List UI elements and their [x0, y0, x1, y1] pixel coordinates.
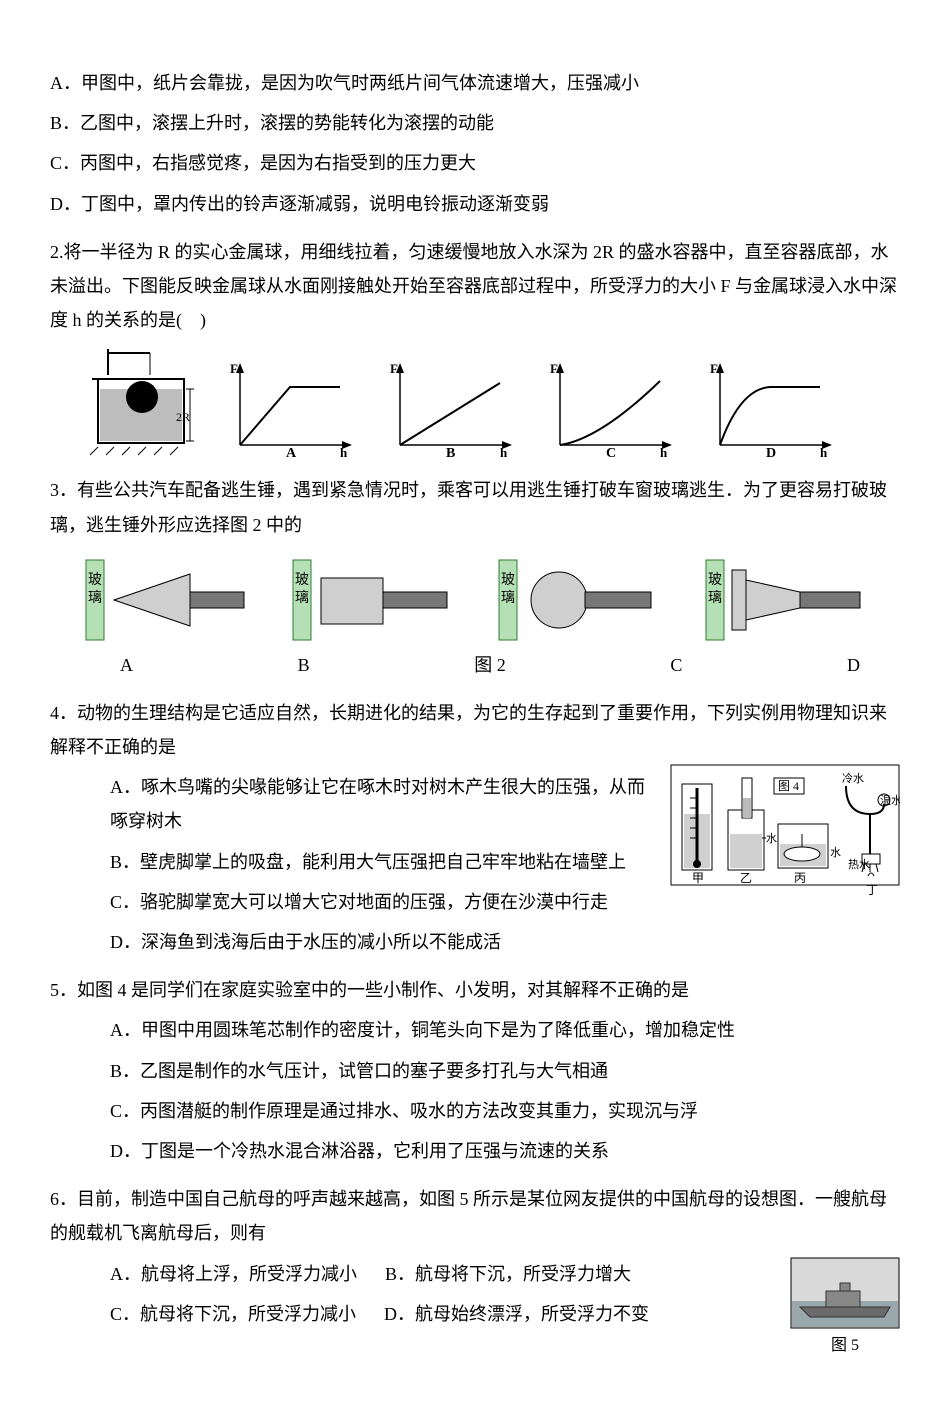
fig4-water: 水: [766, 832, 777, 845]
fig5-caption: 图 5: [790, 1331, 900, 1361]
q6-stem: 6．目前，制造中国自己航母的呼声越来越高，如图 5 所示是某位网友提供的中国航母…: [50, 1182, 900, 1250]
q3-b: B: [298, 648, 310, 682]
q3-hammer-c: 玻 璃: [493, 556, 663, 646]
q2-label-a: A: [286, 446, 297, 459]
q2-chart-a: F h A: [220, 359, 360, 459]
q2-figure-row: 2R F h A: [80, 349, 900, 459]
q6-row-cd: C．航母将下沉，所受浮力减小 D．航母始终漂浮，所受浮力不变: [50, 1297, 778, 1331]
fig4-caption: 图 4: [778, 779, 799, 793]
fig4-ding: 丁: [866, 883, 878, 897]
glass-a-1: 玻: [88, 572, 102, 588]
q2-chart-b: F h B: [380, 359, 520, 459]
axis-h: h: [500, 445, 508, 459]
q3-stem: 3．有些公共汽车配备逃生锤，遇到紧急情况时，乘客可以用逃生锤打破车窗玻璃逃生．为…: [50, 473, 900, 541]
q2-label-c: C: [606, 446, 616, 459]
figure-4: 甲 水 乙 水 丙 冷水 温水 热水 丁 图 4: [670, 764, 900, 904]
fig4-jia: 甲: [692, 871, 704, 885]
q1-a-text: A．甲图中，纸片会靠拢，是因为吹气时两纸片间气体流速增大，压强减小: [50, 73, 639, 93]
q4-option-d: D．深海鱼到浅海后由于水压的减小所以不能成活: [50, 925, 900, 959]
glass-b-2: 璃: [295, 589, 309, 606]
q1-option-c: C．丙图中，右指感觉疼，是因为右指受到的压力更大: [50, 146, 900, 180]
q4-stem-text: 4．动物的生理结构是它适应自然，长期进化的结果，为它的生存起到了重要作用，下列实…: [50, 703, 887, 757]
q2-stem-text: 2.将一半径为 R 的实心金属球，用细线拉着，匀速缓慢地放入水深为 2R 的盛水…: [50, 242, 897, 330]
q2-label-b: B: [446, 446, 455, 459]
q3-hammer-b: 玻 璃: [287, 556, 457, 646]
q6-stem-text: 6．目前，制造中国自己航母的呼声越来越高，如图 5 所示是某位网友提供的中国航母…: [50, 1189, 887, 1243]
glass-c-2: 璃: [501, 589, 515, 606]
q3-stem-text: 3．有些公共汽车配备逃生锤，遇到紧急情况时，乘客可以用逃生锤打破车窗玻璃逃生．为…: [50, 480, 887, 534]
glass-c-1: 玻: [501, 572, 515, 588]
q4-c-text: C．骆驼脚掌宽大可以增大它对地面的压强，方便在沙漠中行走: [110, 892, 608, 912]
q4-a-text: A．啄木鸟嘴的尖喙能够让它在啄木时对树木产生很大的压强，从而啄穿树木: [110, 777, 645, 831]
q5-option-d: D．丁图是一个冷热水混合淋浴器，它利用了压强与流速的关系: [50, 1134, 900, 1168]
q2-beaker: 2R: [80, 349, 200, 459]
q4-b-text: B．壁虎脚掌上的吸盘，能利用大气压强把自己牢牢地粘在墙壁上: [110, 852, 626, 872]
q2-chart-d: F h D: [700, 359, 840, 459]
q1-option-b: B．乙图中，滚摆上升时，滚摆的势能转化为滚摆的动能: [50, 106, 900, 140]
q5-d-text: D．丁图是一个冷热水混合淋浴器，它利用了压强与流速的关系: [110, 1141, 609, 1161]
q3-hammer-a: 玻 璃: [80, 556, 250, 646]
q4-d-text: D．深海鱼到浅海后由于水压的减小所以不能成活: [110, 932, 501, 952]
axis-f: F: [710, 361, 718, 376]
q2-2r-label: 2R: [176, 410, 190, 424]
q6-row-ab: A．航母将上浮，所受浮力减小 B．航母将下沉，所受浮力增大: [50, 1257, 778, 1291]
fig4-cold: 冷水: [842, 772, 864, 785]
q2-chart-c: F h C: [540, 359, 680, 459]
q6-d-text: D．航母始终漂浮，所受浮力不变: [384, 1297, 649, 1331]
fig4-bing: 丙: [794, 871, 806, 885]
glass-a-2: 璃: [88, 589, 102, 606]
axis-f: F: [550, 361, 558, 376]
q1-b-text: B．乙图中，滚摆上升时，滚摆的势能转化为滚摆的动能: [50, 113, 494, 133]
q5-c-text: C．丙图潜艇的制作原理是通过排水、吸水的方法改变其重力，实现沉与浮: [110, 1101, 698, 1121]
q3-c: C: [670, 648, 682, 682]
q6-b-text: B．航母将下沉，所受浮力增大: [385, 1257, 631, 1291]
q3-figure-row: 玻 璃 玻 璃 玻 璃 玻 璃: [80, 556, 870, 646]
q3-caption: 图 2: [474, 648, 506, 682]
q3-hammer-d: 玻 璃: [700, 556, 870, 646]
q6-c-text: C．航母将下沉，所受浮力减小: [110, 1297, 356, 1331]
axis-h: h: [820, 445, 828, 459]
glass-b-1: 玻: [295, 572, 309, 588]
q1-c-text: C．丙图中，右指感觉疼，是因为右指受到的压力更大: [50, 153, 476, 173]
glass-d-1: 玻: [708, 572, 722, 588]
q3-a: A: [120, 648, 133, 682]
q5-option-b: B．乙图是制作的水气压计，试管口的塞子要多打孔与大气相通: [50, 1054, 900, 1088]
axis-f: F: [230, 361, 238, 376]
q5-a-text: A．甲图中用圆珠笔芯制作的密度计，铜笔头向下是为了降低重心，增加稳定性: [110, 1020, 735, 1040]
axis-h: h: [660, 445, 668, 459]
q2-stem: 2.将一半径为 R 的实心金属球，用细线拉着，匀速缓慢地放入水深为 2R 的盛水…: [50, 235, 900, 338]
q6-a-text: A．航母将上浮，所受浮力减小: [110, 1257, 357, 1291]
q5-b-text: B．乙图是制作的水气压计，试管口的塞子要多打孔与大气相通: [110, 1061, 608, 1081]
glass-d-2: 璃: [708, 589, 722, 606]
q1-option-a: A．甲图中，纸片会靠拢，是因为吹气时两纸片间气体流速增大，压强减小: [50, 66, 900, 100]
fig4-water2: 水: [830, 846, 841, 859]
axis-h: h: [340, 445, 348, 459]
q5-option-a: A．甲图中用圆珠笔芯制作的密度计，铜笔头向下是为了降低重心，增加稳定性: [50, 1013, 900, 1047]
q4-stem: 4．动物的生理结构是它适应自然，长期进化的结果，为它的生存起到了重要作用，下列实…: [50, 696, 900, 764]
q2-label-d: D: [766, 446, 776, 459]
q3-d: D: [847, 648, 860, 682]
q3-letters: A B 图 2 C D: [120, 648, 860, 682]
axis-f: F: [390, 361, 398, 376]
q5-option-c: C．丙图潜艇的制作原理是通过排水、吸水的方法改变其重力，实现沉与浮: [50, 1094, 900, 1128]
q1-option-d: D．丁图中，罩内传出的铃声逐渐减弱，说明电铃振动逐渐变弱: [50, 187, 900, 221]
q5-stem-text: 5．如图 4 是同学们在家庭实验室中的一些小制作、小发明，对其解释不正确的是: [50, 980, 689, 1000]
q1-d-text: D．丁图中，罩内传出的铃声逐渐减弱，说明电铃振动逐渐变弱: [50, 194, 549, 214]
figure-5: 图 5: [790, 1257, 900, 1361]
fig4-yi: 乙: [740, 871, 752, 885]
q5-stem: 5．如图 4 是同学们在家庭实验室中的一些小制作、小发明，对其解释不正确的是: [50, 973, 900, 1007]
